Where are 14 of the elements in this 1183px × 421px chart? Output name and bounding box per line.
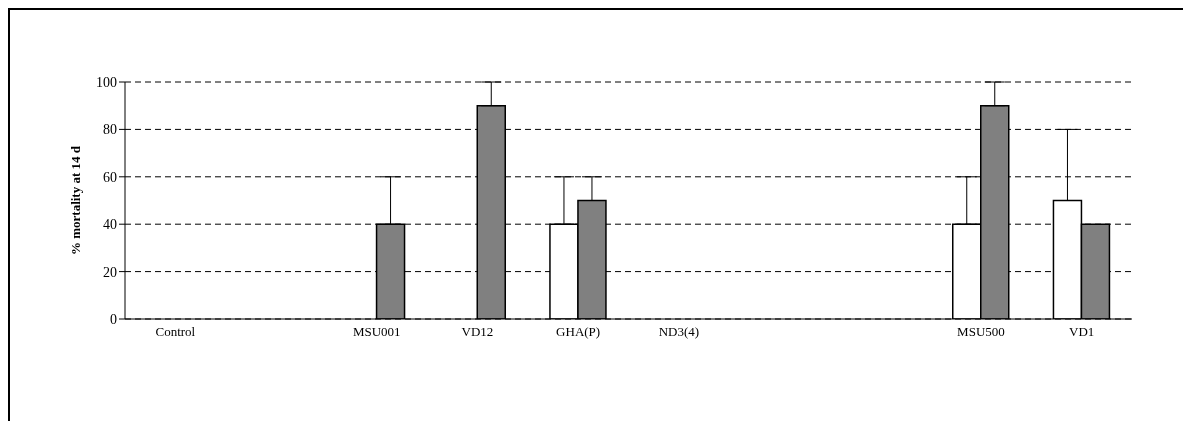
y-axis-title: % mortality at 14 d <box>67 145 83 256</box>
x-tick-label: Control <box>155 324 196 340</box>
x-tick-label: VD1 <box>1069 324 1095 340</box>
y-tick-label: 60 <box>103 169 117 185</box>
y-tick-label: 100 <box>96 74 117 90</box>
x-tick-label: GHA(P) <box>556 324 601 340</box>
y-tick-label: 20 <box>103 264 117 280</box>
x-tick-label: VD12 <box>461 324 494 340</box>
x-tick-label: MSU500 <box>957 324 1005 340</box>
y-tick-label: 80 <box>103 122 117 138</box>
x-tick-label: ND3(4) <box>658 324 700 340</box>
y-tick-label: 40 <box>103 217 117 233</box>
x-tick-label: MSU001 <box>352 324 401 340</box>
y-tick-label: 0 <box>110 311 117 327</box>
